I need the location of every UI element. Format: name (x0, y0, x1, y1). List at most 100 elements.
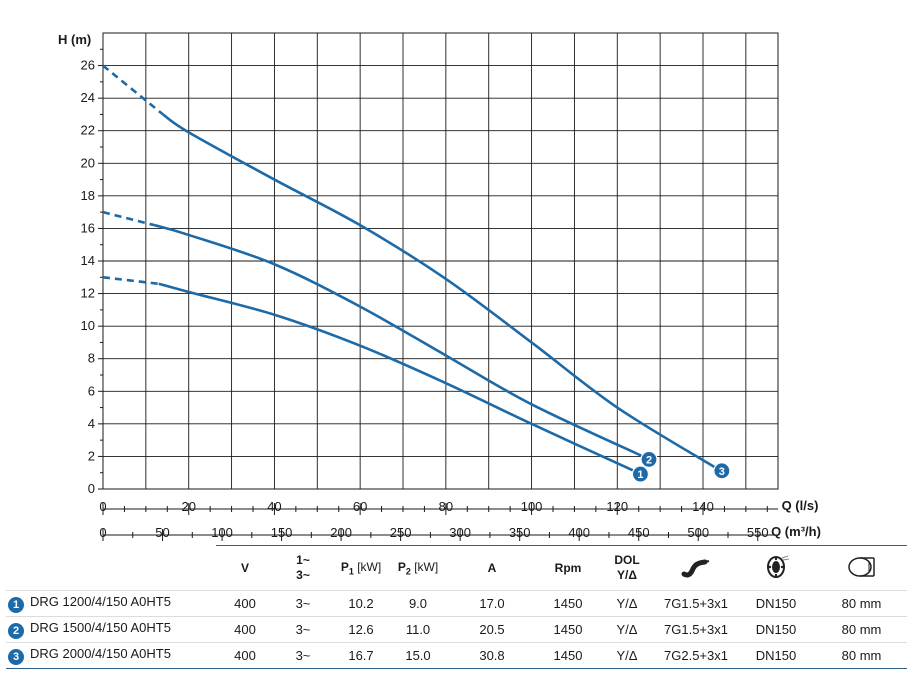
header-p1: P1 [kW] (332, 545, 390, 591)
header-model (6, 546, 216, 591)
y-axis-title: H (m) (58, 32, 91, 47)
header-phase: 1~ 3~ (274, 545, 332, 591)
row-model: 1 DRG 1200/4/150 A0HT5 (6, 591, 216, 617)
x2-tick-label: 0 (99, 525, 106, 540)
header-phase-bottom: 3~ (296, 568, 310, 582)
x2-tick-label: 400 (568, 525, 590, 540)
x-tick-label: 40 (267, 499, 281, 514)
curve-1 (158, 282, 635, 473)
x2-tick-label: 450 (628, 525, 650, 540)
x-tick-label: 80 (439, 499, 453, 514)
curve-2-dashed (102, 210, 155, 227)
x-axis-title: Q (l/s) (782, 498, 819, 513)
header-p2-symbol: P (397, 559, 406, 574)
y-tick-label: 26 (81, 58, 95, 73)
y-tick-label: 18 (81, 188, 95, 203)
x2-tick-label: 550 (747, 525, 769, 540)
x2-tick-label: 200 (330, 525, 352, 540)
header-passage (816, 545, 907, 591)
header-start-bottom: Y/Δ (617, 568, 637, 582)
table-row: 3 DRG 2000/4/150 A0HT5 400 3~ 16.7 15.0 30.8 14… (6, 642, 907, 669)
header-outlet (736, 545, 816, 591)
curve-2 (154, 223, 644, 458)
x2-tick-label: 150 (271, 525, 293, 540)
row-p1: 16.7 (348, 648, 374, 663)
row-p2: 15.0 (405, 648, 431, 663)
x-tick-label: 0 (99, 499, 106, 514)
header-p2-unit: [kW] (414, 559, 439, 574)
x-tick-label: 20 (181, 499, 195, 514)
header-phase-top: 1~ (296, 553, 310, 567)
y-tick-label: 14 (81, 253, 95, 268)
chart-curves (102, 64, 717, 473)
x-tick-label: 100 (521, 499, 543, 514)
row-passage: 80 mm (841, 622, 882, 637)
row-outlet: DN150 (755, 596, 797, 611)
row-rpm: 1450 (553, 648, 583, 663)
flange-icon (767, 555, 790, 578)
header-amp: A (446, 545, 538, 591)
row-model: 3 DRG 2000/4/150 A0HT5 (6, 643, 216, 669)
curve-3-dashed (102, 64, 164, 116)
curve-marker-label: 2 (646, 454, 652, 466)
row-model-name: DRG 1200/4/150 A0HT5 (30, 594, 171, 609)
curve-marker-3 (713, 462, 731, 480)
row-rpm: 1450 (553, 622, 583, 637)
row-a: 17.0 (479, 596, 505, 611)
row-v: 400 (234, 596, 256, 611)
y-tick-label: 24 (81, 90, 95, 105)
header-p2: P2 [kW] (390, 545, 446, 591)
x-tick-label: 120 (606, 499, 628, 514)
y-tick-label: 10 (81, 318, 95, 333)
row-start: Y/Δ (616, 622, 638, 637)
table-row: 1 DRG 1200/4/150 A0HT5 400 3~ 10.2 9.0 17.0 145… (6, 590, 907, 617)
x2-tick-label: 500 (687, 525, 709, 540)
specification-table: V 1~ 3~ P1 [kW] P2 [kW] A Rpm DOL Y/Δ (6, 545, 907, 669)
row-model-name: DRG 1500/4/150 A0HT5 (30, 620, 171, 635)
y-tick-label: 22 (81, 123, 95, 138)
y-tick-label: 4 (88, 416, 95, 431)
curve-1-dashed (102, 275, 159, 286)
x2-tick-label: 300 (449, 525, 471, 540)
header-start-top: DOL (614, 553, 640, 567)
x2-tick-label: 250 (390, 525, 412, 540)
row-phase: 3~ (295, 622, 311, 637)
row-outlet: DN150 (755, 622, 797, 637)
curve-marker-label: 1 (637, 469, 643, 481)
x2-tick-label: 100 (211, 525, 233, 540)
chart-grid (102, 32, 779, 490)
row-a: 30.8 (479, 648, 505, 663)
curve-marker-label: 3 (719, 466, 725, 478)
x2-axis-title: Q (m³/h) (771, 524, 821, 539)
header-cable (656, 545, 736, 591)
y-tick-label: 6 (88, 383, 95, 398)
chart-axes (98, 48, 778, 541)
table-header-row: V 1~ 3~ P1 [kW] P2 [kW] A Rpm DOL Y/Δ (6, 545, 907, 591)
row-model-name: DRG 2000/4/150 A0HT5 (30, 646, 171, 661)
row-number-badge: 3 (8, 649, 24, 665)
row-rpm: 1450 (553, 596, 583, 611)
header-voltage: V (216, 545, 274, 591)
header-p1-sub: 1 (348, 566, 354, 577)
x-tick-label: 60 (353, 499, 367, 514)
y-tick-label: 2 (88, 448, 95, 463)
solids-passage-icon (847, 556, 875, 577)
curve-marker-2 (640, 450, 658, 469)
header-start: DOL Y/Δ (598, 545, 656, 591)
row-cable: 7G1.5+3x1 (664, 596, 728, 611)
x2-tick-label: 350 (509, 525, 531, 540)
row-outlet: DN150 (755, 648, 797, 663)
row-p2: 11.0 (405, 622, 431, 637)
y-tick-label: 20 (81, 155, 95, 170)
y-tick-label: 0 (88, 481, 95, 496)
header-p1-symbol: P (340, 559, 349, 574)
row-start: Y/Δ (616, 648, 638, 663)
row-phase: 3~ (295, 596, 311, 611)
table-row: 2 DRG 1500/4/150 A0HT5 400 3~ 12.6 11.0 20.5 14… (6, 616, 907, 643)
header-p2-sub: 2 (405, 566, 411, 577)
row-number-badge: 1 (8, 597, 24, 613)
row-number-badge: 2 (8, 623, 24, 639)
row-model: 2 DRG 1500/4/150 A0HT5 (6, 617, 216, 643)
